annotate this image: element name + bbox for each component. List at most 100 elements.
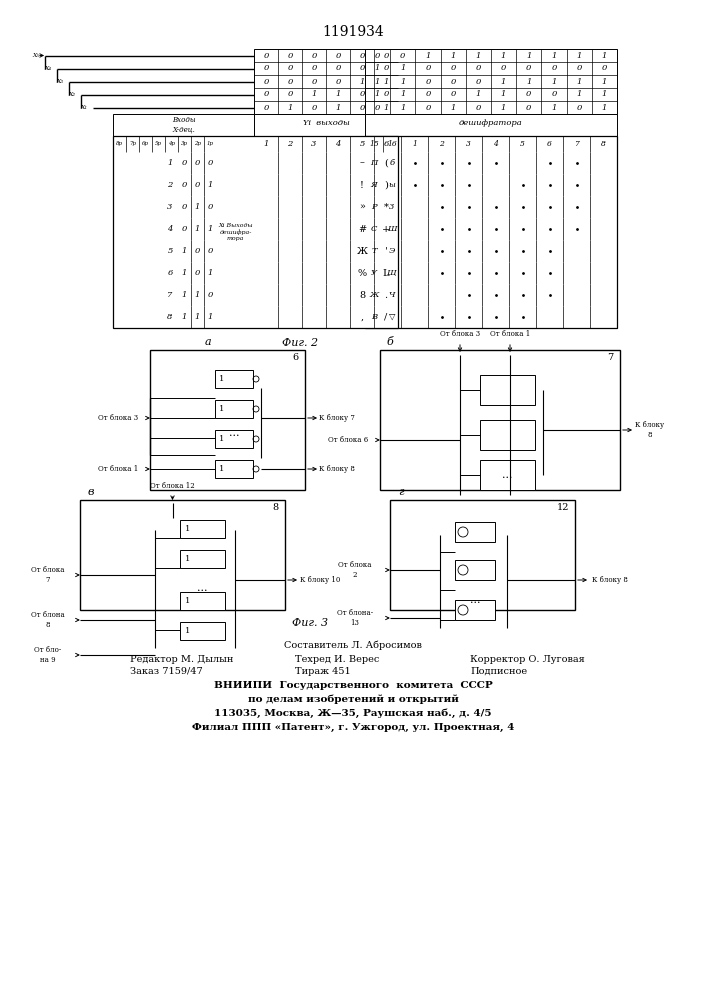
Text: .: . <box>385 290 387 300</box>
Text: ...: ... <box>229 428 239 438</box>
Text: 1: 1 <box>602 91 607 99</box>
Text: 1: 1 <box>195 291 200 299</box>
Bar <box>566 287 587 303</box>
Text: 1: 1 <box>208 225 214 233</box>
Text: 1: 1 <box>335 104 341 111</box>
Bar <box>480 375 535 405</box>
Bar <box>485 243 506 259</box>
Text: 1: 1 <box>185 627 191 635</box>
Text: 1: 1 <box>383 78 389 86</box>
Bar <box>254 284 398 306</box>
Text: 4р: 4р <box>168 141 175 146</box>
Text: 3: 3 <box>168 203 173 211</box>
Text: *: * <box>384 202 388 212</box>
Text: 0: 0 <box>359 91 365 99</box>
Text: 4: 4 <box>335 140 341 148</box>
Bar <box>365 240 383 262</box>
Text: 1: 1 <box>208 181 214 189</box>
Text: 0: 0 <box>375 104 380 111</box>
Text: Подписное: Подписное <box>470 666 527 676</box>
Bar <box>593 309 614 325</box>
Bar <box>431 199 452 215</box>
Text: 1: 1 <box>383 104 389 111</box>
Bar <box>485 155 506 171</box>
Text: 0: 0 <box>551 91 556 99</box>
Text: 2: 2 <box>287 140 293 148</box>
Bar <box>458 265 479 281</box>
Text: 1: 1 <box>208 313 214 321</box>
Text: 0: 0 <box>375 51 380 60</box>
Text: 1: 1 <box>375 78 380 86</box>
Bar <box>365 136 617 152</box>
Text: 12: 12 <box>556 504 569 512</box>
Text: 0: 0 <box>450 78 456 86</box>
Text: Р: Р <box>371 203 377 211</box>
Bar <box>365 114 617 136</box>
Bar <box>566 265 587 281</box>
Text: 1р: 1р <box>207 141 214 146</box>
Text: дешифратора: дешифратора <box>459 119 523 127</box>
Text: 1: 1 <box>195 313 200 321</box>
Text: 1: 1 <box>400 78 406 86</box>
Bar <box>485 177 506 193</box>
Bar <box>383 240 401 262</box>
Text: 1: 1 <box>551 104 556 111</box>
Text: К блоку
8: К блоку 8 <box>636 421 665 439</box>
Bar <box>254 240 398 262</box>
Text: Ч: Ч <box>389 291 395 299</box>
Text: С: С <box>370 225 378 233</box>
Text: Составитель Л. Абросимов: Составитель Л. Абросимов <box>284 640 422 650</box>
Bar <box>404 265 425 281</box>
Text: От блока 3: От блока 3 <box>440 330 480 338</box>
Text: 5: 5 <box>359 140 365 148</box>
Bar <box>404 287 425 303</box>
Text: Ж: Ж <box>369 291 379 299</box>
Text: 0: 0 <box>195 159 200 167</box>
Bar <box>566 177 587 193</box>
Text: 0: 0 <box>195 181 200 189</box>
Bar <box>404 155 425 171</box>
Bar <box>215 460 253 478</box>
Bar <box>593 199 614 215</box>
Text: Х₄: Х₄ <box>44 66 51 71</box>
Bar <box>458 243 479 259</box>
Text: 1: 1 <box>476 91 481 99</box>
Text: 0: 0 <box>476 104 481 111</box>
Bar <box>365 262 383 284</box>
Text: 0: 0 <box>383 64 389 73</box>
Text: К блоку 7: К блоку 7 <box>319 414 355 422</box>
Text: 1: 1 <box>551 51 556 60</box>
Bar <box>365 284 383 306</box>
Bar <box>365 136 617 328</box>
Text: 0: 0 <box>335 78 341 86</box>
Text: От блока
2: От блока 2 <box>338 561 372 579</box>
Bar <box>180 550 225 568</box>
Text: От бло-
на 9: От бло- на 9 <box>35 646 62 664</box>
Bar <box>404 243 425 259</box>
Bar <box>178 174 217 196</box>
Text: 0: 0 <box>476 64 481 73</box>
Bar <box>539 199 560 215</box>
Bar <box>254 306 398 328</box>
Text: 0: 0 <box>426 91 431 99</box>
Bar <box>217 136 254 328</box>
Text: 0: 0 <box>426 104 431 111</box>
Text: 4: 4 <box>493 140 498 148</box>
Text: Филиал ППП «Патент», г. Ужгород, ул. Проектная, 4: Филиал ППП «Патент», г. Ужгород, ул. Про… <box>192 722 514 732</box>
Text: 1: 1 <box>182 313 187 321</box>
Text: К блоку 8: К блоку 8 <box>592 576 628 584</box>
Text: 0: 0 <box>400 51 406 60</box>
Bar <box>180 622 225 640</box>
Text: 0: 0 <box>182 203 187 211</box>
Text: 1: 1 <box>526 51 532 60</box>
Text: 1: 1 <box>602 104 607 111</box>
Bar <box>404 309 425 325</box>
Bar <box>458 155 479 171</box>
Bar <box>383 196 401 218</box>
Text: 1: 1 <box>501 51 506 60</box>
Text: От блона-
13: От блона- 13 <box>337 609 373 627</box>
Bar <box>254 196 398 218</box>
Text: 1: 1 <box>450 104 456 111</box>
Text: От блока 6: От блока 6 <box>328 436 368 444</box>
Text: 6: 6 <box>383 140 389 148</box>
